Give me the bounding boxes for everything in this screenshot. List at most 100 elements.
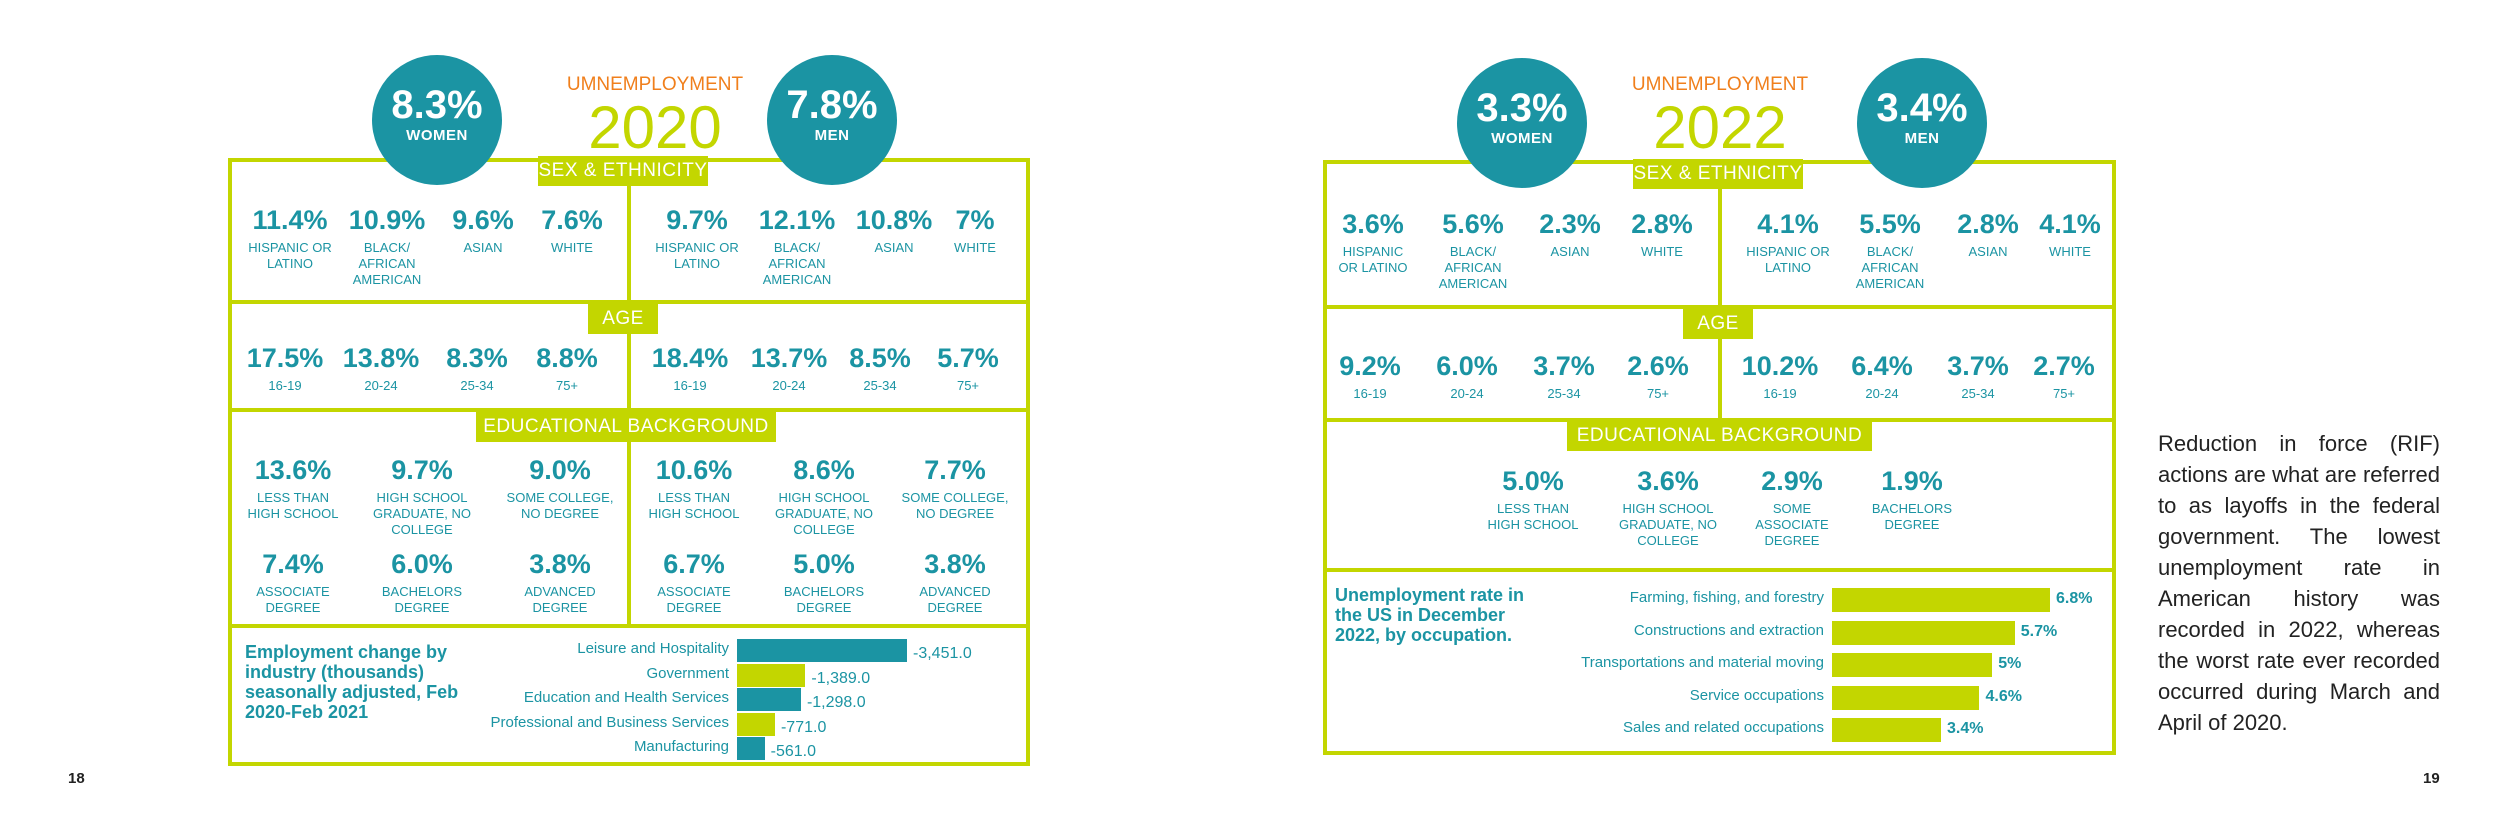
stat-women-age: 6.0% 20-24 [1436, 351, 1498, 401]
bar-mark [737, 712, 775, 736]
stat-women-hispanic: 11.4% HISPANIC OR LATINO [248, 205, 332, 271]
stat-men-age: 10.2% 16-19 [1741, 351, 1819, 401]
women-total-value: 3.3% [1476, 86, 1568, 130]
stat-women-edu: 9.7% HIGH SCHOOL GRADUATE, NO COLLEGE [373, 455, 471, 537]
bar-mark [1832, 620, 2015, 645]
stat-edu: 1.9% BACHELORS DEGREE [1871, 466, 1953, 532]
bar-value-label: -561.0 [770, 743, 816, 760]
divider [1325, 418, 2114, 422]
women-label: WOMEN [406, 127, 468, 144]
stat-women-edu: 6.0% BACHELORS DEGREE [381, 549, 463, 615]
stat-men-black: 5.5% BLACK/ AFRICAN AMERICAN [1855, 209, 1925, 291]
divider [230, 624, 1028, 628]
bar-mark [1832, 718, 1941, 742]
stat-men-age: 5.7% 75+ [937, 343, 999, 393]
stat-men-hispanic: 4.1% HISPANIC OR LATINO [1746, 209, 1830, 275]
women-total-badge: 8.3% WOMEN [372, 55, 502, 185]
stat-women-age: 9.2% 16-19 [1339, 351, 1401, 401]
section-age: AGE [588, 304, 658, 334]
bar-value-label: -3,451.0 [913, 645, 972, 662]
stat-women-age: 8.8% 75+ [536, 343, 598, 393]
bar-mark [1832, 653, 1993, 677]
stat-men-edu: 7.7% SOME COLLEGE, NO DEGREE [901, 455, 1009, 521]
stat-women-edu: 13.6% LESS THAN HIGH SCHOOL [247, 455, 339, 521]
bar-category-label: Farming, fishing, and forestry [1629, 589, 1824, 606]
stat-women-edu: 7.4% ASSOCIATE DEGREE [256, 549, 330, 615]
unemployment-label: UMNEMPLOYMENT [566, 74, 744, 95]
industry-chart-title: Employment change by industry (thousands… [245, 642, 459, 722]
stat-men-age: 2.7% 75+ [2033, 351, 2095, 401]
year-title: 2022 [1653, 94, 1787, 161]
stat-men-edu: 3.8% ADVANCED DEGREE [919, 549, 991, 615]
stat-men-age: 3.7% 25-34 [1947, 351, 2009, 401]
stat-edu: 3.6% HIGH SCHOOL GRADUATE, NO COLLEGE [1619, 466, 1717, 548]
women-total-value: 8.3% [391, 83, 483, 127]
stat-men-hispanic: 9.7% HISPANIC OR LATINO [655, 205, 739, 271]
stat-women-age: 17.5% 16-19 [246, 343, 324, 393]
stat-men-asian: 2.8% ASIAN [1957, 209, 2019, 259]
stat-women-age: 2.6% 75+ [1627, 351, 1689, 401]
bar-mark [1832, 685, 1980, 710]
bar-category-label: Constructions and extraction [1633, 621, 1824, 639]
section-age: AGE [1683, 309, 1753, 339]
bar-value-label: 5.7% [2020, 622, 2058, 640]
bar-mark [737, 688, 801, 711]
stat-edu: 2.9% SOME ASSOCIATE DEGREE [1755, 466, 1829, 548]
bar-value-label: 3.4% [1947, 720, 1984, 737]
bar-category-label: Leisure and Hospitality [577, 640, 729, 657]
stat-men-age: 6.4% 20-24 [1851, 351, 1913, 401]
stat-men-edu: 8.6% HIGH SCHOOL GRADUATE, NO COLLEGE [775, 455, 873, 537]
stat-women-hispanic: 3.6% HISPANIC OR LATINO [1338, 209, 1408, 275]
stat-men-age: 18.4% 16-19 [651, 343, 729, 393]
side-paragraph: Reduction in force (RIF) actions are wha… [2158, 431, 2440, 735]
men-total-value: 3.4% [1876, 86, 1968, 130]
stat-men-edu: 5.0% BACHELORS DEGREE [783, 549, 865, 615]
divider [1325, 305, 2114, 309]
stat-women-edu: 9.0% SOME COLLEGE, NO DEGREE [506, 455, 614, 521]
bar-category-label: Education and Health Services [523, 689, 729, 706]
divider [1718, 162, 1722, 420]
section-sex-ethnicity: SEX & ETHNICITY [538, 156, 708, 186]
bar-category-label: Service occupations [1689, 686, 1824, 704]
bar-mark [737, 737, 765, 760]
men-total-badge: 7.8% MEN [767, 55, 897, 185]
men-label: MEN [1904, 130, 1940, 147]
bar-category-label: Government [646, 664, 729, 682]
page-number: 18 [68, 770, 85, 787]
stat-women-white: 2.8% WHITE [1631, 209, 1693, 259]
bar-value-label: 6.8% [2056, 590, 2093, 607]
bar-category-label: Transportations and material moving [1581, 654, 1824, 671]
divider [1325, 568, 2114, 572]
men-label: MEN [814, 127, 850, 144]
stat-women-black: 10.9% BLACK/ AFRICAN AMERICAN [348, 205, 426, 287]
men-total-badge: 3.4% MEN [1857, 58, 1987, 188]
stat-women-age: 3.7% 25-34 [1533, 351, 1595, 401]
bar-value-label: -771.0 [780, 718, 827, 736]
bar-category-label: Professional and Business Services [490, 713, 729, 731]
men-total-value: 7.8% [786, 83, 878, 127]
women-total-badge: 3.3% WOMEN [1457, 58, 1587, 188]
stat-women-asian: 2.3% ASIAN [1539, 209, 1601, 259]
bar-category-label: Manufacturing [633, 738, 729, 755]
bar-mark [1832, 588, 2050, 612]
stat-women-age: 8.3% 25-34 [446, 343, 508, 393]
bar-category-label: Sales and related occupations [1623, 719, 1824, 736]
stat-men-age: 13.7% 20-24 [750, 343, 828, 393]
stat-men-white: 7% WHITE [954, 205, 996, 255]
bar-value-label: -1,298.0 [806, 694, 866, 711]
unemployment-label: UMNEMPLOYMENT [1631, 74, 1809, 95]
stat-men-asian: 10.8% ASIAN [855, 205, 933, 255]
bar-value-label: 5% [1998, 655, 2022, 672]
stat-men-edu: 6.7% ASSOCIATE DEGREE [657, 549, 731, 615]
stat-women-asian: 9.6% ASIAN [452, 205, 514, 255]
bar-mark [737, 639, 907, 662]
stat-women-black: 5.6% BLACK/ AFRICAN AMERICAN [1438, 209, 1508, 291]
section-sex-ethnicity: SEX & ETHNICITY [1633, 159, 1803, 189]
stat-men-white: 4.1% WHITE [2039, 209, 2101, 259]
year-title: 2020 [588, 94, 722, 161]
section-education: EDUCATIONAL BACKGROUND [476, 412, 776, 442]
section-education: EDUCATIONAL BACKGROUND [1567, 421, 1872, 451]
bar-value-label: -1,389.0 [811, 669, 871, 687]
divider [230, 300, 1028, 304]
stat-women-age: 13.8% 20-24 [342, 343, 420, 393]
